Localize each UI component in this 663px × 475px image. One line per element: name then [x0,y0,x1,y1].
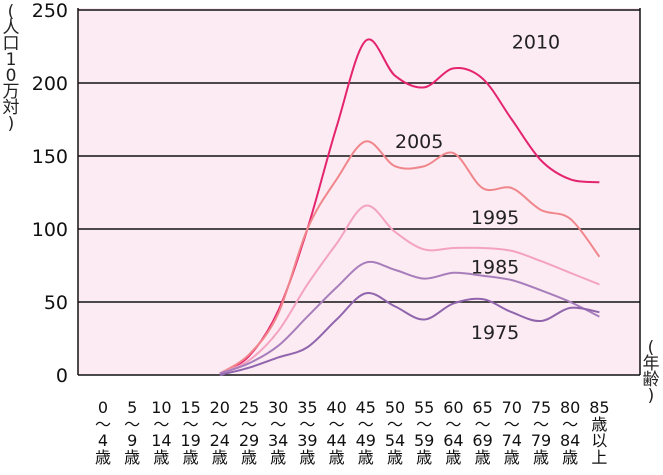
series-label-2010: 2010 [512,32,560,54]
y-axis-label: ( 人 口 1 0 万 対 ) [2,2,20,134]
series-line-1975 [219,291,600,376]
x-tick-label: 40 〜 44 歳 [326,398,347,467]
x-axis-label: ( 年 齢 ) [642,338,660,406]
x-tick-label: 30 〜 34 歳 [268,398,289,467]
y-tick-label-250: 250 [32,0,68,22]
x-tick-label: 75 〜 79 歳 [530,398,552,467]
x-tick-label: 55 〜 59 歳 [414,398,435,467]
x-tick-label: 25 〜 29 歳 [238,398,260,467]
x-tick-label: 85 歳 以 上 [589,398,610,467]
y-tick-label-200: 200 [32,73,68,95]
x-tick-label: 0 〜 4 歳 [94,398,111,467]
series-label-1985: 1985 [471,257,519,279]
x-tick-label: 35 〜 39 歳 [297,398,318,467]
x-tick-label: 45 〜 49 歳 [355,398,376,467]
x-tick-label: 60 〜 64 歳 [443,398,464,467]
plot-area [78,8,640,375]
x-tick-label: 10 〜 14 歳 [151,398,172,467]
series-label-2005: 2005 [395,131,443,153]
series-line-1995 [219,204,600,375]
x-tick-label: 5 〜 9 歳 [124,398,141,467]
x-tick-label: 70 〜 74 歳 [501,398,522,467]
gridlines [77,8,641,376]
series-label-1995: 1995 [471,207,519,229]
series-labels: 2010 2005 1995 1985 1975 [395,32,560,345]
y-tick-label-100: 100 [32,219,68,241]
x-tick-label: 65 〜 69 歳 [472,398,493,467]
y-tick-label-0: 0 [56,365,68,387]
x-tick-label: 15 〜 19 歳 [180,398,201,467]
series-line-1985 [219,260,600,375]
y-tick-label-50: 50 [44,292,68,314]
series-lines [219,38,601,376]
x-tick-label: 80 〜 84 歳 [560,398,581,467]
y-tick-label-150: 150 [32,146,68,168]
series-line-2005 [219,140,601,375]
y-tick-labels: 0 50 100 150 200 250 [32,0,68,387]
series-label-1975: 1975 [471,322,519,344]
x-tick-label: 20 〜 24 歳 [209,398,230,467]
x-tick-label: 50 〜 54 歳 [384,398,406,467]
